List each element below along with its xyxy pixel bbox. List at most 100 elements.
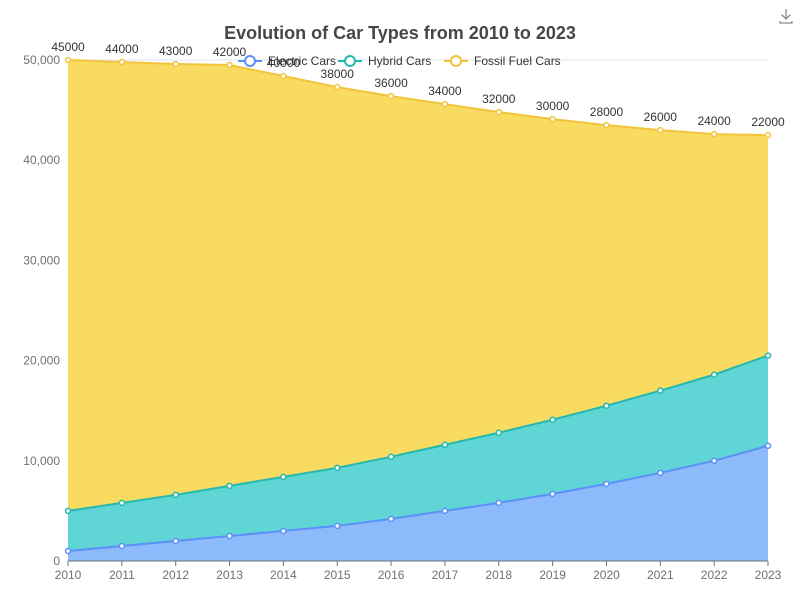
y-tick-label: 30,000 <box>23 253 60 267</box>
legend-marker <box>344 55 356 67</box>
download-icon[interactable] <box>776 6 796 26</box>
x-tick-label: 2016 <box>378 568 405 582</box>
data-labels: 45000 44000 43000 42000 40000 38000 36000 34000… <box>51 40 785 129</box>
fossil-fuel-cars-point[interactable] <box>441 100 449 108</box>
fossil-fuel-cars-point[interactable] <box>172 60 179 68</box>
electric-cars-point[interactable] <box>495 499 503 507</box>
data-label: 45000 <box>51 40 85 54</box>
electric-cars-point[interactable] <box>64 547 72 555</box>
fossil-fuel-cars-point[interactable] <box>387 92 395 100</box>
fossil-fuel-cars-point[interactable] <box>333 83 341 91</box>
legend-item-fossil-fuel-cars[interactable]: Fossil Fuel Cars <box>444 54 561 68</box>
hybrid-cars-point[interactable] <box>710 371 718 378</box>
hybrid-cars-point[interactable] <box>549 416 556 423</box>
data-label: 36000 <box>374 76 408 90</box>
legend-item-hybrid-cars[interactable]: Hybrid Cars <box>338 54 431 68</box>
fossil-fuel-cars-point[interactable] <box>710 130 718 138</box>
x-tick-label: 2021 <box>647 568 674 582</box>
electric-cars-point[interactable] <box>657 469 664 477</box>
hybrid-cars-area <box>68 355 768 551</box>
electric-cars-point[interactable] <box>387 515 395 523</box>
hybrid-cars-point[interactable] <box>387 453 395 461</box>
electric-cars-area <box>68 445 768 561</box>
hybrid-cars-point[interactable] <box>280 473 287 481</box>
x-tick-label: 2020 <box>593 568 620 582</box>
y-tick-label: 0 <box>53 554 60 568</box>
legend-label: Hybrid Cars <box>368 54 431 68</box>
fossil-fuel-cars-point[interactable] <box>64 56 72 64</box>
fossil-fuel-cars-point[interactable] <box>495 108 503 116</box>
hybrid-cars-point[interactable] <box>764 352 772 359</box>
hybrid-cars-point[interactable] <box>226 482 233 490</box>
data-points[interactable] <box>64 56 772 555</box>
data-label: 32000 <box>482 92 516 106</box>
fossil-fuel-cars-point[interactable] <box>118 58 126 66</box>
y-tick-label: 50,000 <box>23 53 60 67</box>
fossil-fuel-cars-line <box>67 59 769 137</box>
axes: 0 10,000 20,000 30,000 40,000 50,000 2010 2011 2… <box>23 53 781 582</box>
x-tick-label: 2010 <box>55 568 82 582</box>
data-label: 42000 <box>213 45 247 59</box>
hybrid-cars-point[interactable] <box>333 464 341 472</box>
electric-cars-point[interactable] <box>549 490 556 498</box>
legend[interactable]: Electric Cars Hybrid Cars Fossil Fuel Cars <box>238 54 561 68</box>
x-tick-label: 2018 <box>485 568 512 582</box>
legend-label: Fossil Fuel Cars <box>474 54 561 68</box>
hybrid-cars-point[interactable] <box>495 429 503 436</box>
legend-item-electric-cars[interactable]: Electric Cars <box>238 54 336 68</box>
legend-marker <box>244 55 256 67</box>
x-tick-label: 2015 <box>324 568 351 582</box>
legend-label: Electric Cars <box>268 54 336 68</box>
x-tick-label: 2017 <box>432 568 459 582</box>
fossil-fuel-cars-point[interactable] <box>603 121 610 129</box>
electric-cars-point[interactable] <box>226 532 233 540</box>
legend-marker <box>450 55 462 67</box>
data-label: 38000 <box>321 67 355 81</box>
data-label: 22000 <box>751 115 785 129</box>
series-areas <box>68 60 768 561</box>
data-label: 43000 <box>159 44 193 58</box>
x-tick-label: 2022 <box>701 568 728 582</box>
data-label: 26000 <box>644 110 678 124</box>
hybrid-cars-point[interactable] <box>172 491 179 499</box>
hybrid-cars-point[interactable] <box>441 441 449 449</box>
hybrid-cars-point[interactable] <box>603 402 610 409</box>
chart-title: Evolution of Car Types from 2010 to 2023 <box>224 23 576 43</box>
x-tick-label: 2011 <box>109 568 135 582</box>
electric-cars-line <box>67 444 769 552</box>
data-label: 44000 <box>105 42 139 56</box>
electric-cars-point[interactable] <box>172 537 179 545</box>
hybrid-cars-point[interactable] <box>64 507 72 515</box>
data-label: 30000 <box>536 99 570 113</box>
data-label: 40000 <box>267 56 301 70</box>
series-lines <box>67 59 769 552</box>
fossil-fuel-cars-point[interactable] <box>226 61 233 69</box>
fossil-fuel-cars-point[interactable] <box>764 131 772 139</box>
data-label: 28000 <box>590 105 624 119</box>
hybrid-cars-point[interactable] <box>657 387 664 394</box>
x-tick-label: 2019 <box>539 568 566 582</box>
x-tick-label: 2023 <box>755 568 782 582</box>
electric-cars-point[interactable] <box>764 442 772 450</box>
electric-cars-point[interactable] <box>280 527 287 535</box>
data-label: 34000 <box>428 84 462 98</box>
electric-cars-point[interactable] <box>603 480 610 488</box>
electric-cars-point[interactable] <box>118 542 126 550</box>
x-tick-label: 2012 <box>162 568 189 582</box>
data-label: 24000 <box>697 114 731 128</box>
x-tick-label: 2014 <box>270 568 297 582</box>
x-tick-label: 2013 <box>216 568 243 582</box>
y-tick-label: 20,000 <box>23 354 60 368</box>
fossil-fuel-cars-point[interactable] <box>549 115 556 123</box>
fossil-fuel-cars-area <box>68 60 768 511</box>
y-tick-label: 10,000 <box>23 454 60 468</box>
fossil-fuel-cars-point[interactable] <box>280 72 287 80</box>
y-tick-label: 40,000 <box>23 153 60 167</box>
electric-cars-point[interactable] <box>333 522 341 530</box>
fossil-fuel-cars-point[interactable] <box>657 126 664 134</box>
hybrid-cars-line <box>67 354 769 512</box>
electric-cars-point[interactable] <box>441 507 449 515</box>
hybrid-cars-point[interactable] <box>118 499 126 507</box>
electric-cars-point[interactable] <box>710 457 718 465</box>
